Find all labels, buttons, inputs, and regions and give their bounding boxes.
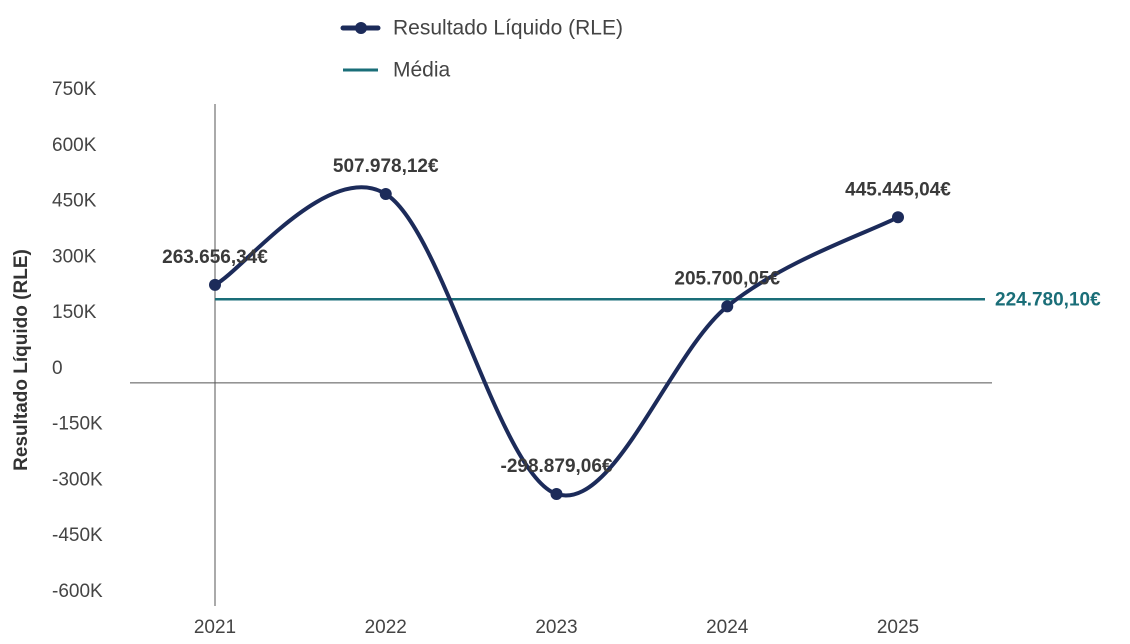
- y-tick-label: -450K: [52, 525, 103, 546]
- x-tick-label: 2024: [706, 617, 749, 638]
- legend-dot: [355, 22, 367, 34]
- legend-label: Resultado Líquido (RLE): [393, 17, 623, 40]
- y-tick-label: 750K: [52, 79, 97, 100]
- data-label: 263.656,34€: [162, 247, 268, 268]
- series-line: [213, 185, 899, 498]
- y-tick-label: 300K: [52, 246, 97, 267]
- x-tick-label: 2022: [365, 617, 407, 638]
- data-label: 445.445,04€: [845, 179, 951, 200]
- data-point: [379, 187, 392, 200]
- data-point: [721, 300, 734, 313]
- y-tick-label: 150K: [52, 302, 97, 323]
- y-tick-label: -600K: [52, 581, 103, 602]
- data-point: [209, 278, 221, 291]
- mean-label: 224.780,10€: [995, 289, 1101, 310]
- y-axis-title: Resultado Líquido (RLE): [11, 249, 32, 471]
- x-tick-label: 2023: [535, 617, 577, 638]
- data-label: 507.978,12€: [333, 156, 439, 177]
- y-tick-label: 0: [52, 358, 63, 379]
- x-tick-label: 2021: [194, 617, 236, 638]
- y-tick-label: -150K: [52, 414, 103, 435]
- data-point: [550, 488, 563, 501]
- x-tick-label: 2025: [877, 617, 919, 638]
- data-label: 205.700,05€: [674, 268, 780, 289]
- data-label: -298.879,06€: [501, 456, 613, 477]
- y-tick-label: 450K: [52, 191, 97, 212]
- y-tick-label: 600K: [52, 135, 97, 156]
- y-tick-label: -300K: [52, 469, 103, 490]
- legend-label: Média: [393, 59, 451, 82]
- data-point: [892, 211, 904, 224]
